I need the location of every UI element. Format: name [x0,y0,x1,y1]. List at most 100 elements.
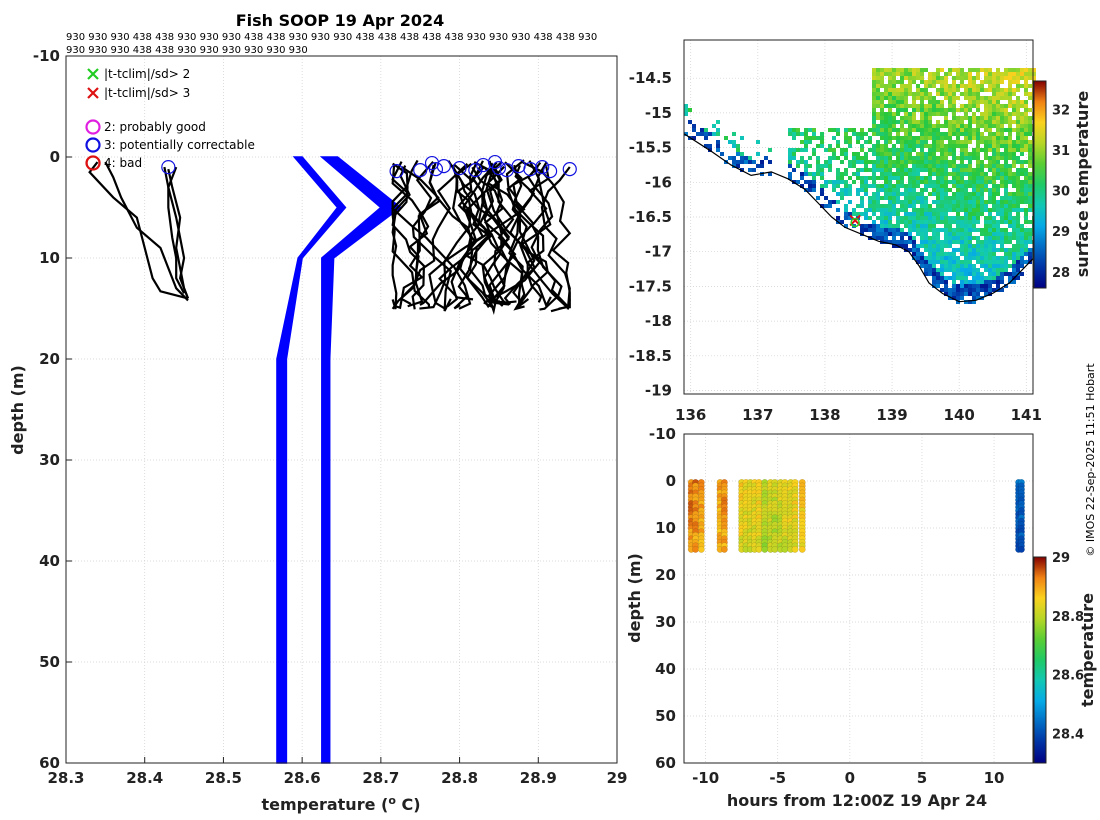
sst-pixel [1008,148,1012,152]
sst-pixel [908,128,912,132]
sst-pixel [920,160,924,164]
sst-pixel [1024,208,1028,212]
sst-pixel [884,208,888,212]
sst-pixel [992,192,996,196]
sst-pixel [964,228,968,232]
sst-pixel [964,220,968,224]
sst-pixel [932,236,936,240]
sst-pixel [952,220,956,224]
sst-pixel [1028,96,1032,100]
sst-pixel [916,216,920,220]
sst-pixel [852,156,856,160]
sst-pixel [876,128,880,132]
sst-pixel [972,248,976,252]
sst-pixel [960,176,964,180]
sst-pixel [888,188,892,192]
sst-pixel [900,192,904,196]
sst-pixel [976,276,980,280]
sst-pixel [820,168,824,172]
sst-pixel [1008,140,1012,144]
sst-pixel [884,132,888,136]
sst-pixel [892,72,896,76]
sst-pixel [968,156,972,160]
sst-pixel [1020,224,1024,228]
sst-pixel [908,216,912,220]
sst-pixel [880,224,884,228]
sst-pixel [912,124,916,128]
profile-line [163,166,190,299]
sst-pixel [960,276,964,280]
sst-pixel [932,184,936,188]
sst-pixel [688,120,692,124]
sst-pixel [1020,236,1024,240]
sst-pixel [732,140,736,144]
sst-pixel [912,136,916,140]
sst-pixel [1008,128,1012,132]
flag-circle [452,161,467,176]
sst-pixel [984,224,988,228]
sst-pixel [976,268,980,272]
sst-colorbar-tick-label: 29 [1052,225,1070,240]
sst-pixel [976,216,980,220]
sst-pixel [988,192,992,196]
sst-pixel [992,288,996,292]
sst-pixel [1004,264,1008,268]
sst-pixel [1000,76,1004,80]
sst-pixel [936,132,940,136]
sst-pixel [1012,272,1016,276]
sst-pixel [920,128,924,132]
sst-pixel [944,252,948,256]
sst-pixel [1004,144,1008,148]
sst-pixel [740,160,744,164]
sst-pixel [880,156,884,160]
sst-pixel [936,236,940,240]
sst-pixel [1016,188,1020,192]
sst-pixel [936,76,940,80]
sst-pixel [960,156,964,160]
sst-pixel [968,68,972,72]
sst-pixel [1012,112,1016,116]
sst-pixel [940,172,944,176]
sst-pixel [1000,152,1004,156]
sst-pixel [908,184,912,188]
sst-pixel [956,188,960,192]
sst-pixel [996,284,1000,288]
sst-pixel [916,120,920,124]
sst-pixel [952,284,956,288]
sst-pixel [1012,108,1016,112]
sst-pixel [936,248,940,252]
sst-pixel [972,100,976,104]
sst-pixel [864,164,868,168]
sst-pixel [936,188,940,192]
sst-pixel [1000,164,1004,168]
sst-pixel [944,164,948,168]
sst-pixel [968,284,972,288]
sst-pixel [1008,80,1012,84]
sst-pixel [964,148,968,152]
sst-pixel [1012,68,1016,72]
sst-pixel [876,160,880,164]
sst-pixel [952,156,956,160]
sst-pixel [844,184,848,188]
sst-pixel [888,140,892,144]
sst-pixel [924,160,928,164]
sst-pixel [828,180,832,184]
sst-pixel [1024,212,1028,216]
sst-pixel [920,204,924,208]
sst-pixel [992,280,996,284]
sst-pixel [940,156,944,160]
sst-pixel [996,80,1000,84]
profile-y-tick-label: 20 [39,350,60,368]
sst-pixel [964,188,968,192]
sst-pixel [1012,120,1016,124]
sst-pixel [748,156,752,160]
sst-pixel [904,220,908,224]
sst-pixel [940,288,944,292]
sst-pixel [948,108,952,112]
sst-pixel [876,200,880,204]
sst-pixel [948,96,952,100]
sst-pixel [924,232,928,236]
sst-pixel [716,128,720,132]
sst-pixel [960,104,964,108]
sst-pixel [916,252,920,256]
